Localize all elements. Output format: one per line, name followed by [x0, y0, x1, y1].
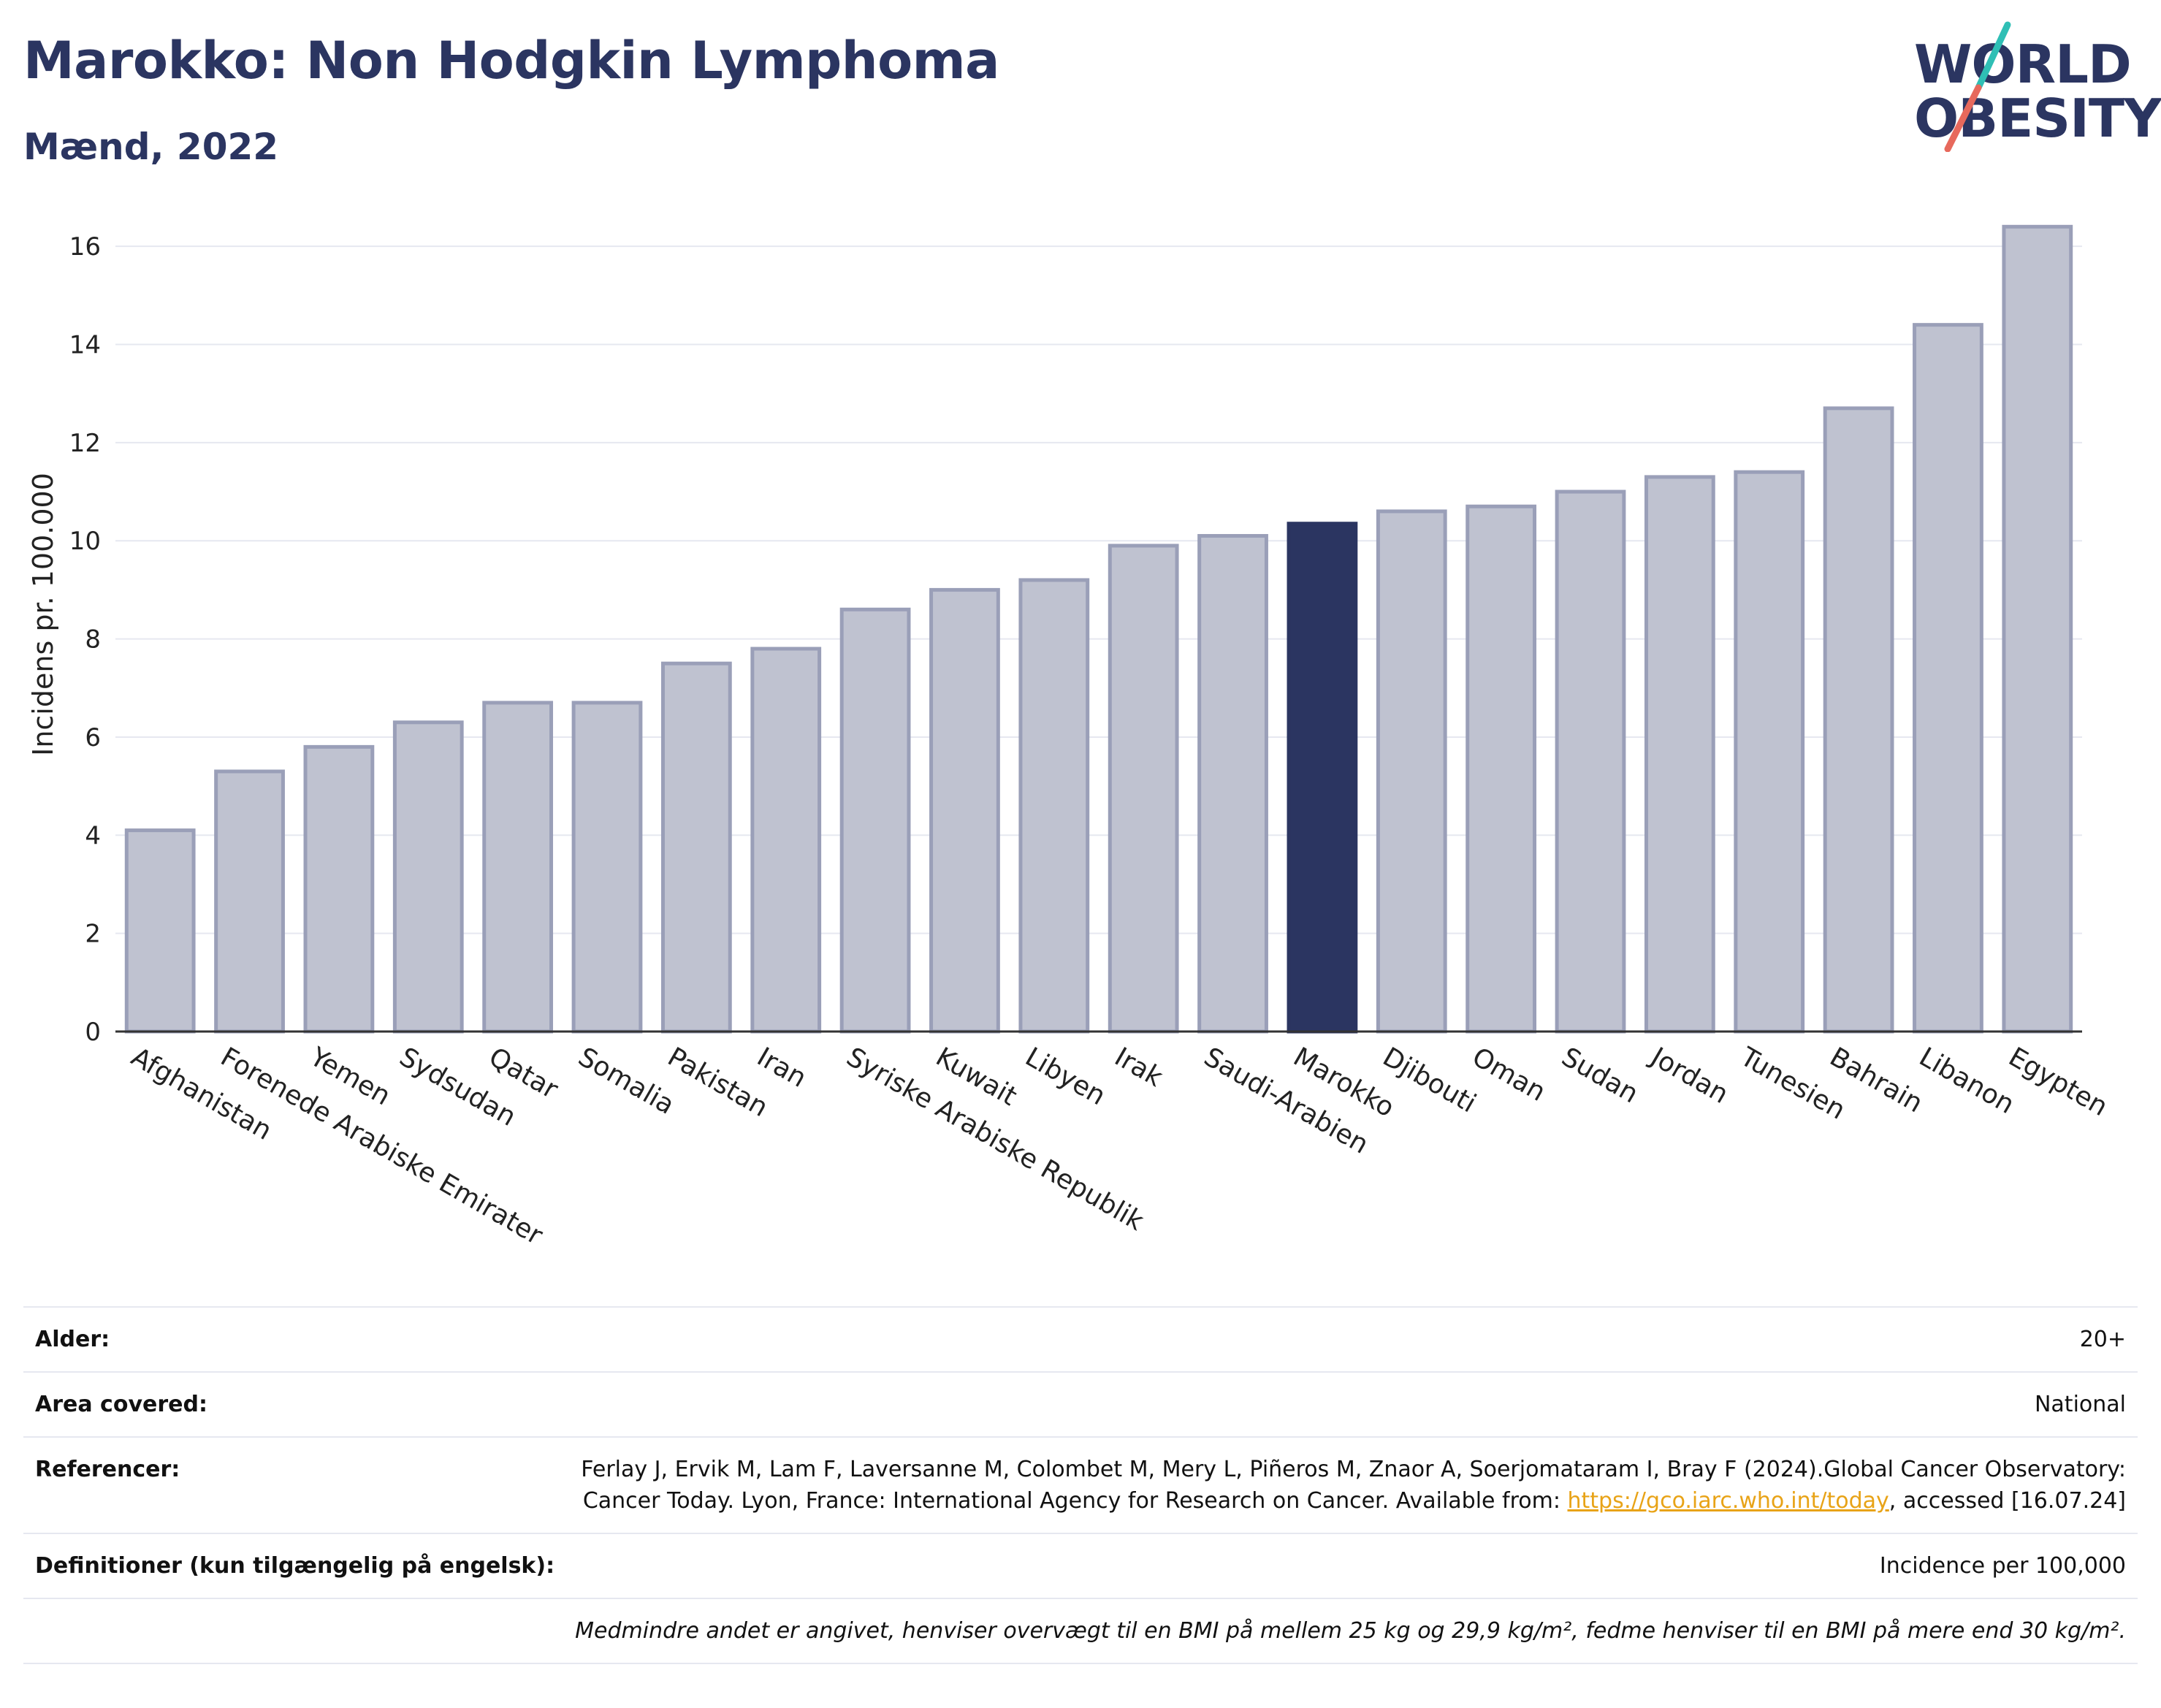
x-tick-label: Irak — [1110, 1042, 1168, 1093]
bar — [1555, 489, 1626, 1034]
world-obesity-logo: WORLD OBESITY — [1899, 20, 2161, 152]
bar — [1823, 406, 1894, 1034]
x-tick-label: Oman — [1467, 1042, 1550, 1107]
logo-slash-icon — [1944, 21, 2011, 152]
definitions-label: Definitioner (kun tilgængelig på engelsk… — [35, 1553, 555, 1579]
bar — [392, 720, 464, 1034]
chart-subtitle: Mænd, 2022 — [23, 126, 279, 168]
bar — [750, 647, 822, 1034]
bar — [929, 587, 1000, 1034]
age-row: Alder: 20+ — [23, 1306, 2138, 1371]
bar — [1913, 323, 1983, 1034]
references-text: Ferlay J, Ervik M, Lam F, Laversanne M, … — [581, 1457, 2126, 1514]
x-tick-label: Pakistan — [663, 1042, 773, 1123]
note-row: Medmindre andet er angivet, henviser ove… — [23, 1598, 2138, 1664]
x-tick-label: Libyen — [1020, 1042, 1110, 1111]
bar — [124, 828, 196, 1034]
bar — [1644, 475, 1715, 1034]
x-tick-label: Jordan — [1644, 1041, 1733, 1110]
area-label: Area covered: — [35, 1392, 207, 1417]
bar — [1108, 544, 1179, 1034]
definitions-value: Incidence per 100,000 — [1879, 1553, 2126, 1579]
bar — [214, 769, 285, 1034]
y-tick-label: 12 — [69, 429, 101, 458]
definitions-row: Definitioner (kun tilgængelig på engelsk… — [23, 1533, 2138, 1598]
x-tick-label: Egypten — [2003, 1042, 2112, 1122]
y-tick-label: 8 — [85, 625, 101, 655]
age-value: 20+ — [2079, 1327, 2126, 1352]
y-tick-label: 10 — [69, 527, 101, 556]
bar — [1018, 578, 1090, 1034]
bar — [482, 701, 554, 1034]
references-row: Referencer: Ferlay J, Ervik M, Lam F, La… — [23, 1436, 2138, 1533]
bar-highlight — [1287, 522, 1358, 1034]
y-tick-label: 0 — [85, 1018, 101, 1047]
x-tick-label: Sudan — [1557, 1042, 1644, 1109]
x-tick-label: Libanon — [1914, 1042, 2019, 1120]
logo-line-1: WORLD — [1914, 34, 2132, 95]
x-tick-label: Iran — [752, 1042, 811, 1094]
y-tick-label: 6 — [85, 723, 101, 752]
bar — [303, 744, 375, 1034]
bars — [124, 224, 2073, 1034]
bar — [1734, 470, 1805, 1034]
y-axis-title: Incidens pr. 100.000 — [27, 473, 59, 756]
y-tick-label: 4 — [85, 821, 101, 850]
bar — [1466, 504, 1537, 1034]
y-tick-label: 16 — [69, 232, 101, 262]
bar — [839, 607, 911, 1034]
y-tick-label: 2 — [85, 920, 101, 949]
area-value: National — [2034, 1392, 2126, 1417]
references-label: Referencer: — [35, 1457, 180, 1482]
references-suffix: , accessed [16.07.24] — [1889, 1488, 2126, 1514]
area-row: Area covered: National — [23, 1371, 2138, 1436]
bar — [1197, 534, 1268, 1034]
references-link[interactable]: https://gco.iarc.who.int/today — [1567, 1488, 1889, 1514]
info-table: Alder: 20+ Area covered: National Refere… — [23, 1306, 2138, 1664]
bar — [571, 701, 643, 1034]
age-label: Alder: — [35, 1327, 110, 1352]
chart-title: Marokko: Non Hodgkin Lymphoma — [23, 31, 999, 91]
bar — [660, 661, 732, 1034]
y-tick-label: 14 — [69, 331, 101, 360]
bar — [1376, 509, 1447, 1034]
bar — [2002, 224, 2073, 1034]
references-value: Ferlay J, Ervik M, Lam F, Laversanne M, … — [577, 1454, 2126, 1517]
x-tick-label: Somalia — [573, 1042, 679, 1121]
bmi-note: Medmindre andet er angivet, henviser ove… — [575, 1618, 2126, 1644]
